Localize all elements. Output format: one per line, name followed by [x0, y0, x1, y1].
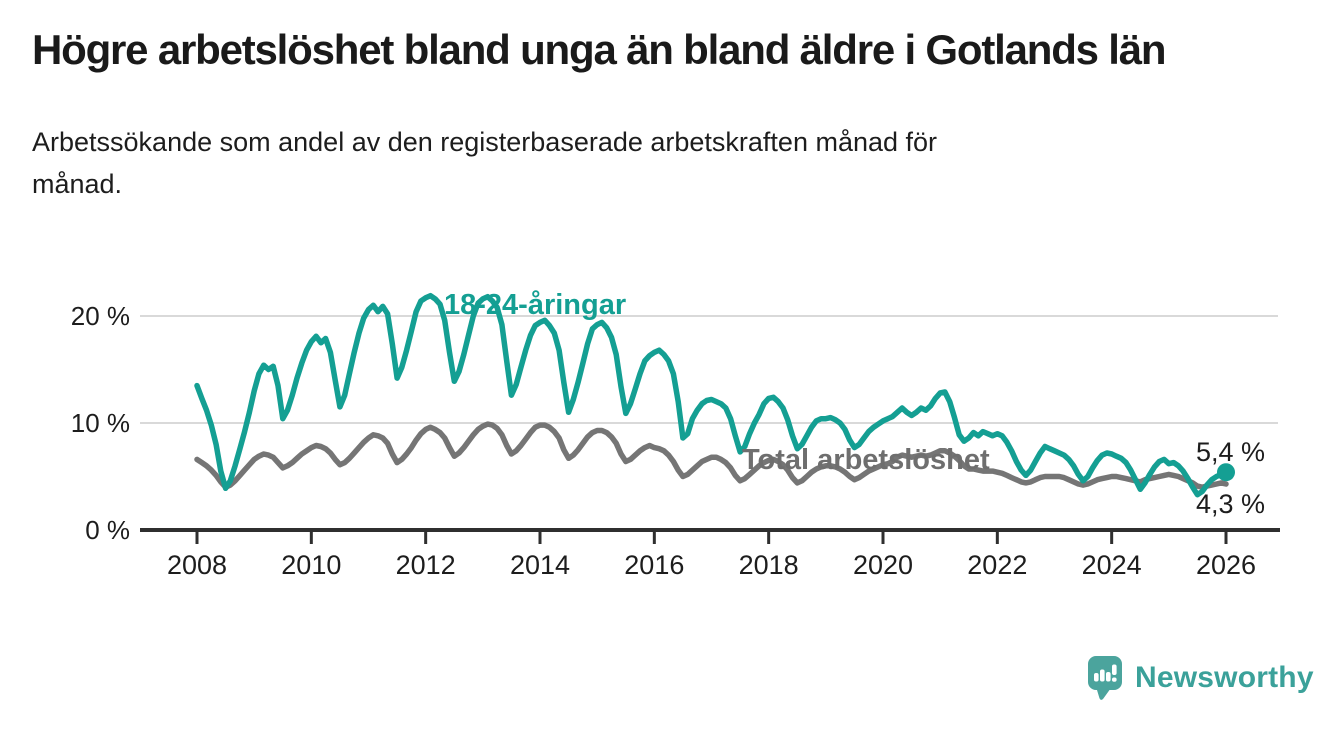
newsworthy-logo: Newsworthy	[1086, 654, 1314, 701]
chart-subtitle: Arbetssökande som andel av den registerb…	[32, 127, 938, 199]
end-marker-dot	[1217, 463, 1235, 482]
x-tick-label: 2010	[281, 550, 341, 580]
logo-bars	[1094, 664, 1117, 682]
y-tick-label: 20 %	[71, 301, 130, 331]
newsworthy-logo-icon	[1088, 656, 1122, 700]
x-tick-label: 2024	[1082, 550, 1142, 580]
series-label-total: Total arbetslöshet	[742, 444, 990, 476]
series-line-youth	[194, 292, 1229, 498]
x-tick-label: 2016	[624, 550, 684, 580]
series-line-total	[194, 421, 1229, 490]
x-tick-label: 2008	[167, 550, 227, 580]
end-value-label-youth: 5,4 %	[1196, 437, 1266, 467]
x-tick-label: 2018	[739, 550, 799, 580]
end-value-label-total: 4,3 %	[1196, 489, 1266, 519]
y-tick-label: 0 %	[85, 515, 130, 545]
y-tick-label: 10 %	[71, 408, 130, 438]
x-tick-label: 2022	[967, 550, 1027, 580]
newsworthy-logo-text: Newsworthy	[1135, 660, 1314, 694]
x-tick-label: 2014	[510, 550, 570, 580]
x-tick-label: 2026	[1196, 550, 1256, 580]
x-tick-label: 2020	[853, 550, 913, 580]
series-label-youth: 18-24-åringar	[444, 289, 627, 321]
x-tick-label: 2012	[396, 550, 456, 580]
chart-title: Högre arbetslöshet bland unga än bland ä…	[32, 26, 1167, 73]
